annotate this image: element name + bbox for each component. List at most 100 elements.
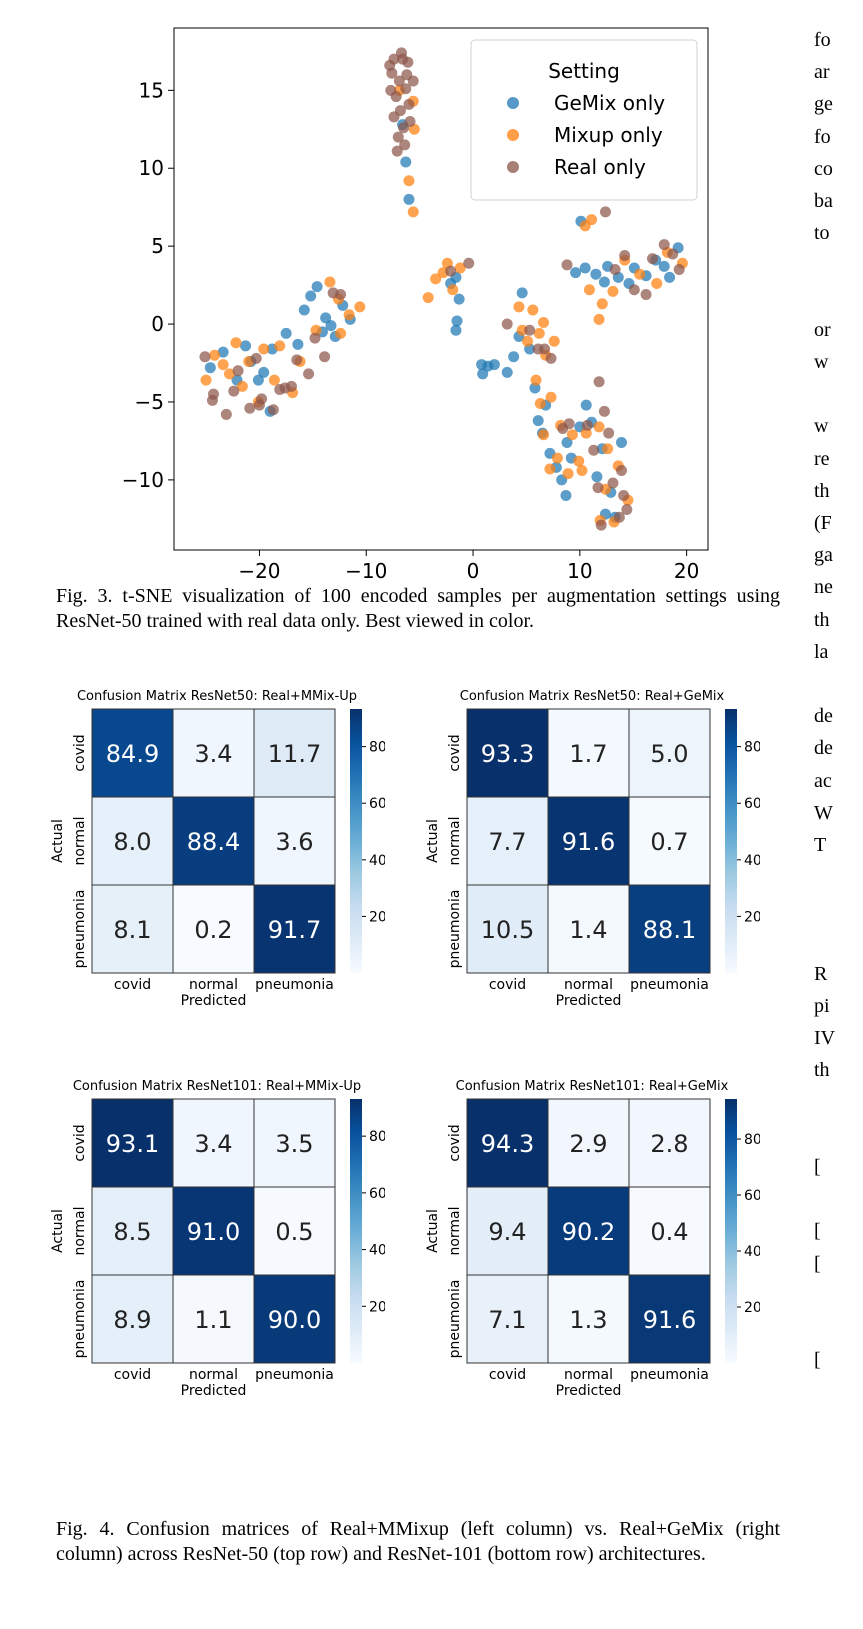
scatter-point <box>403 98 415 110</box>
x-tick-label: 0 <box>467 559 480 580</box>
colorbar <box>725 709 737 973</box>
column-label: normal <box>189 977 238 993</box>
scatter-point <box>615 465 627 477</box>
scatter-point <box>658 260 670 272</box>
column-label: normal <box>189 1367 238 1383</box>
scatter-point <box>224 368 236 380</box>
cell-value: 88.1 <box>643 916 696 944</box>
scatter-point <box>634 268 646 280</box>
scatter-point <box>404 115 416 127</box>
cell-value: 10.5 <box>481 916 534 944</box>
cell-value: 7.1 <box>488 1306 526 1334</box>
scatter-point <box>570 267 582 279</box>
scatter-point <box>407 75 419 87</box>
scatter-point <box>393 75 405 87</box>
cell-value: 84.9 <box>106 740 159 768</box>
scatter-point <box>544 463 556 475</box>
cell-value: 93.1 <box>106 1130 159 1158</box>
scatter-point <box>209 349 221 361</box>
scatter-point <box>560 489 572 501</box>
row-label: normal <box>447 1206 463 1255</box>
cell-value: 90.2 <box>562 1218 615 1246</box>
scatter-point <box>602 443 614 455</box>
x-tick-label: 20 <box>674 559 699 580</box>
scatter-point <box>451 315 463 327</box>
colorbar-tick-label: 60 <box>369 1186 385 1202</box>
column-label: pneumonia <box>630 977 709 993</box>
matrix-cell <box>253 1274 336 1364</box>
cell-value: 93.3 <box>481 740 534 768</box>
scatter-point <box>651 278 663 290</box>
scatter-point <box>236 380 248 392</box>
scatter-point <box>596 298 608 310</box>
scatter-point <box>335 288 347 300</box>
cell-value: 0.7 <box>650 828 688 856</box>
colorbar <box>350 1099 362 1363</box>
scatter-point <box>422 292 434 304</box>
y-tick-label: 15 <box>139 78 164 102</box>
scatter-point <box>524 324 536 336</box>
matrix-cell <box>172 884 255 974</box>
x-tick-label: −10 <box>345 559 387 580</box>
cell-value: 8.1 <box>113 916 151 944</box>
colorbar <box>725 1099 737 1363</box>
scatter-point <box>579 262 591 274</box>
scatter-point <box>388 111 400 123</box>
scatter-point <box>232 365 244 377</box>
legend-frame <box>470 39 698 201</box>
body-text-fragment: re <box>814 447 830 470</box>
body-text-fragment: ba <box>814 190 833 212</box>
scatter-point <box>590 268 602 280</box>
scatter-point <box>258 343 270 355</box>
scatter-point <box>320 312 332 324</box>
scatter-point <box>527 304 539 316</box>
scatter-point <box>664 271 676 283</box>
colorbar-tick-label: 80 <box>744 740 760 756</box>
scatter-point <box>325 320 337 332</box>
cell-value: 7.7 <box>488 828 526 856</box>
cell-value: 3.6 <box>275 828 313 856</box>
scatter-point <box>397 53 409 65</box>
cell-value: 0.2 <box>194 916 232 944</box>
x-tick-label: −20 <box>238 559 280 580</box>
cell-value: 88.4 <box>187 828 240 856</box>
scatter-point <box>576 465 588 477</box>
row-label: covid <box>447 1124 463 1161</box>
scatter-point <box>551 452 563 464</box>
scatter-point <box>618 489 630 501</box>
body-text-fragment: ne <box>814 576 833 599</box>
cell-value: 94.3 <box>481 1130 534 1158</box>
scatter-point <box>533 327 545 339</box>
scatter-point <box>445 265 457 277</box>
scatter-point <box>335 327 347 339</box>
scatter-point <box>274 384 286 396</box>
tsne-scatter-plot: −20 −10 0 10 20 −10 −5 0 5 10 15 Setting GeMix onl… <box>122 27 709 580</box>
body-text-fragment: th <box>814 608 830 631</box>
body-text-fragment: fo <box>814 29 831 51</box>
row-label: pneumonia <box>72 890 88 969</box>
legend-label-mixup: Mixup only <box>554 123 663 147</box>
axes: −20 −10 0 10 20 −10 −5 0 5 10 15 <box>122 78 700 580</box>
matrix-cell <box>91 1098 174 1188</box>
scatter-point <box>343 309 355 321</box>
confusion-matrix-resnet101-gemix: Confusion Matrix ResNet101: Real+GeMix 94… <box>425 1079 760 1399</box>
matrix-cell <box>253 1186 336 1276</box>
scatter-point <box>516 287 528 299</box>
cell-value: 11.7 <box>268 740 321 768</box>
scatter-point <box>292 338 304 350</box>
cell-value: 0.5 <box>275 1218 313 1246</box>
colorbar-tick-label: 60 <box>744 1188 760 1204</box>
scatter-point <box>447 284 459 296</box>
body-text-fragment: to <box>814 222 830 245</box>
scatter-point <box>607 285 619 297</box>
cell-value: 8.9 <box>113 1306 151 1334</box>
scatter-point <box>200 374 212 386</box>
figure-3-caption: Fig. 3. t-SNE visualization of 100 encod… <box>56 585 780 632</box>
matrix-cell <box>547 1274 630 1364</box>
column-label: covid <box>114 1367 151 1383</box>
scatter-point <box>501 318 513 330</box>
column-label: pneumonia <box>255 1367 334 1383</box>
y-tick-label: 0 <box>151 312 164 336</box>
legend-label-gemix: GeMix only <box>554 91 665 115</box>
scatter-point <box>391 145 403 157</box>
